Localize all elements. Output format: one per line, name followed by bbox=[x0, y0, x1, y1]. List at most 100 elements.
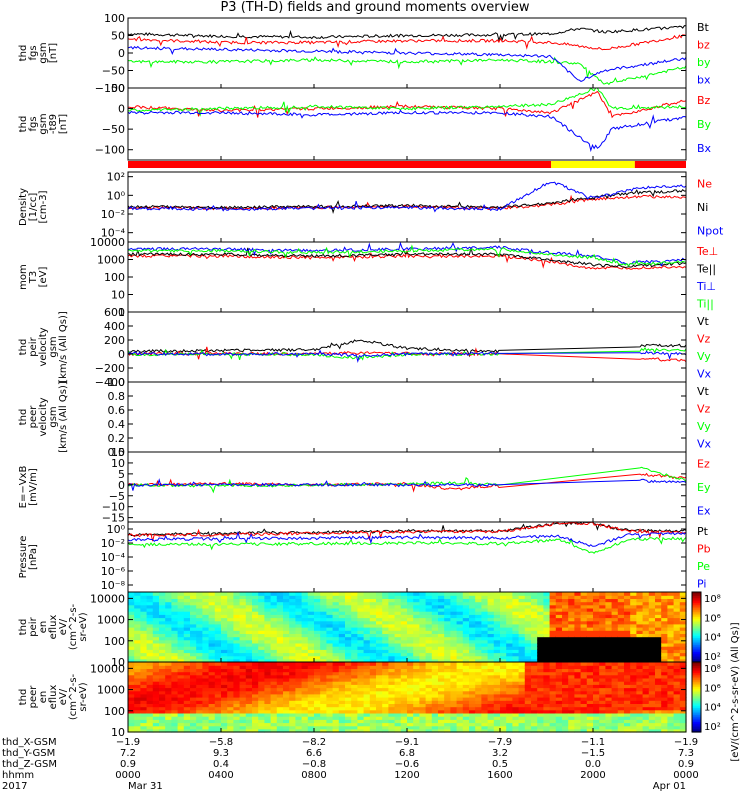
heatmap-cell bbox=[388, 623, 396, 628]
heatmap-cell bbox=[605, 595, 613, 599]
heatmap-cell bbox=[146, 706, 154, 711]
ytick-label: 1 bbox=[118, 306, 125, 319]
heatmap-cell bbox=[177, 655, 185, 660]
heatmap-cell bbox=[593, 633, 600, 638]
heatmap-cell bbox=[580, 722, 588, 727]
heatmap-cell bbox=[388, 607, 396, 612]
heatmap-cell bbox=[407, 604, 414, 609]
heatmap-cell bbox=[369, 614, 377, 619]
heatmap-cell bbox=[183, 687, 191, 692]
heatmap-cell bbox=[357, 703, 365, 708]
heatmap-cell bbox=[314, 630, 321, 634]
heatmap-cell bbox=[258, 639, 265, 644]
heatmap-cell bbox=[475, 627, 482, 631]
heatmap-cell bbox=[425, 674, 433, 679]
heatmap-cell bbox=[661, 655, 668, 660]
heatmap-cell bbox=[630, 639, 637, 644]
heatmap-cell bbox=[667, 722, 675, 727]
heatmap-cell bbox=[586, 681, 594, 685]
heatmap-cell bbox=[425, 677, 433, 682]
heatmap-cell bbox=[400, 604, 408, 609]
heatmap-cell bbox=[314, 722, 321, 727]
heatmap-cell bbox=[227, 712, 234, 717]
heatmap-cell bbox=[562, 697, 569, 701]
heatmap-cell bbox=[202, 592, 210, 596]
heatmap-cell bbox=[493, 728, 501, 733]
heatmap-cell bbox=[258, 671, 265, 676]
heatmap-cell bbox=[469, 655, 476, 660]
heatmap-cell bbox=[475, 611, 482, 615]
ylabel-line: [cm-3] bbox=[38, 190, 49, 223]
heatmap-cell bbox=[283, 633, 290, 638]
heatmap-cell bbox=[208, 690, 216, 695]
heatmap-cell bbox=[146, 639, 154, 644]
heatmap-cell bbox=[196, 623, 203, 628]
heatmap-cell bbox=[512, 642, 520, 647]
heatmap-cell bbox=[407, 728, 414, 733]
heatmap-cell bbox=[307, 630, 315, 634]
heatmap-cell bbox=[624, 658, 631, 663]
heatmap-cell bbox=[493, 712, 501, 717]
heatmap-cell bbox=[128, 709, 135, 714]
heatmap-cell bbox=[599, 623, 606, 628]
heatmap-cell bbox=[562, 595, 569, 599]
heatmap-cell bbox=[531, 611, 538, 615]
heatmap-cell bbox=[518, 687, 526, 692]
heatmap-cell bbox=[438, 658, 445, 663]
heatmap-cell bbox=[159, 662, 166, 666]
heatmap-cell bbox=[617, 716, 625, 720]
heatmap-cell bbox=[617, 681, 625, 685]
heatmap-cell bbox=[425, 598, 433, 603]
heatmap-cell bbox=[648, 646, 656, 650]
heatmap-cell bbox=[245, 652, 253, 657]
heatmap-cell bbox=[543, 728, 551, 733]
colorbar-cell bbox=[692, 669, 701, 672]
heatmap-cell bbox=[252, 592, 259, 596]
heatmap-cell bbox=[314, 690, 321, 695]
heatmap-cell bbox=[258, 646, 265, 650]
heatmap-cell bbox=[357, 709, 365, 714]
heatmap-cell bbox=[252, 595, 259, 599]
heatmap-cell bbox=[524, 607, 532, 612]
heatmap-cell bbox=[227, 662, 234, 666]
heatmap-cell bbox=[431, 639, 439, 644]
heatmap-cell bbox=[134, 592, 141, 596]
heatmap-cell bbox=[326, 703, 334, 708]
heatmap-cell bbox=[338, 655, 346, 660]
heatmap-cell bbox=[345, 725, 352, 730]
heatmap-cell bbox=[438, 674, 445, 679]
heatmap-cell bbox=[500, 681, 507, 685]
heatmap-cell bbox=[245, 646, 253, 650]
heatmap-cell bbox=[252, 668, 259, 673]
heatmap-cell bbox=[667, 592, 675, 596]
heatmap-cell bbox=[531, 636, 538, 641]
heatmap-cell bbox=[549, 690, 557, 695]
heatmap-cell bbox=[679, 614, 687, 619]
heatmap-cell bbox=[456, 728, 464, 733]
heatmap-cell bbox=[469, 665, 476, 669]
heatmap-cell bbox=[283, 646, 290, 650]
heatmap-cell bbox=[617, 719, 625, 724]
heatmap-cell bbox=[165, 728, 172, 733]
heatmap-cell bbox=[438, 693, 445, 698]
heatmap-cell bbox=[593, 712, 600, 717]
heatmap-cell bbox=[351, 658, 358, 663]
heatmap-cell bbox=[642, 712, 650, 717]
heatmap-cell bbox=[276, 703, 284, 708]
heatmap-cell bbox=[295, 611, 303, 615]
heatmap-cell bbox=[264, 677, 272, 682]
heatmap-cell bbox=[159, 709, 166, 714]
heatmap-cell bbox=[599, 592, 606, 596]
heatmap-cell bbox=[314, 709, 321, 714]
series-pressure-3 bbox=[127, 530, 687, 547]
heatmap-cell bbox=[258, 601, 265, 606]
heatmap-cell bbox=[667, 703, 675, 708]
legend-pressure-1: Pb bbox=[697, 542, 711, 555]
heatmap-cell bbox=[537, 642, 544, 647]
heatmap-cell bbox=[605, 598, 613, 603]
heatmap-cell bbox=[661, 646, 668, 650]
heatmap-cell bbox=[307, 595, 315, 599]
heatmap-cell bbox=[593, 658, 600, 663]
heatmap-cell bbox=[549, 674, 557, 679]
heatmap-cell bbox=[487, 607, 495, 612]
